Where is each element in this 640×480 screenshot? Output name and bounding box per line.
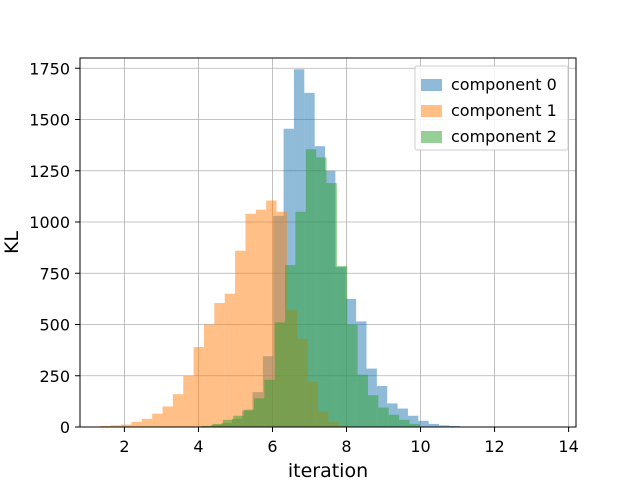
x-tick-label: 10 <box>410 437 430 456</box>
histogram-bar <box>131 421 142 427</box>
histogram-bar <box>316 157 327 428</box>
legend-swatch <box>421 131 442 143</box>
y-tick-label: 1000 <box>29 213 70 232</box>
histogram-bar <box>397 408 408 427</box>
histogram-bar <box>222 419 234 427</box>
histogram-bar <box>204 324 215 427</box>
histogram-bar <box>202 425 213 427</box>
histogram-bar <box>110 425 122 427</box>
histogram-bar <box>336 266 348 427</box>
histogram-bar <box>162 406 173 427</box>
histogram-bar <box>253 398 265 427</box>
y-tick-label: 1250 <box>29 162 70 181</box>
x-tick-label: 8 <box>341 437 351 456</box>
histogram-bar <box>141 418 153 427</box>
histogram-bar <box>378 407 389 427</box>
y-tick-label: 750 <box>39 264 70 283</box>
histogram-bar <box>214 302 225 427</box>
histogram-bar <box>418 420 429 427</box>
histogram-bar <box>285 265 296 427</box>
histogram-bar <box>305 149 317 427</box>
histogram-bar <box>367 395 379 427</box>
y-axis-ticks: 0 250 500 750 1000 1250 1500 1750 <box>29 59 80 437</box>
histogram-bar <box>388 414 400 427</box>
histogram-bar <box>233 415 244 427</box>
plot-frame <box>79 57 577 428</box>
histogram-bar <box>276 211 287 427</box>
histogram-bar <box>212 423 223 427</box>
y-tick-label: 250 <box>39 367 70 386</box>
histogram-bar <box>376 386 388 427</box>
histogram-bar <box>407 415 419 427</box>
histogram-bar <box>152 413 163 427</box>
histogram-bar <box>193 347 204 427</box>
x-tick-label: 6 <box>267 437 277 456</box>
legend-label: component 0 <box>451 75 557 94</box>
legend-label: component 1 <box>451 101 557 120</box>
histogram-bar <box>243 409 254 427</box>
histogram-bar <box>399 419 410 427</box>
legend-box <box>414 65 569 151</box>
x-tick-label: 12 <box>484 437 504 456</box>
histogram-bar <box>347 324 358 427</box>
histogram-bar <box>266 200 277 427</box>
legend-swatch <box>421 79 442 91</box>
histogram-bar <box>449 425 460 427</box>
histogram-bar <box>428 423 440 427</box>
histogram-bar <box>235 250 246 427</box>
legend-swatch <box>421 105 442 117</box>
y-tick-label: 1500 <box>29 111 70 130</box>
x-tick-label: 2 <box>119 437 129 456</box>
x-tick-label: 14 <box>558 437 578 456</box>
x-axis-ticks: 2 4 6 8 10 12 14 <box>119 427 579 456</box>
y-tick-label: 0 <box>60 418 70 437</box>
histogram-bar <box>172 394 184 427</box>
legend-label: component 2 <box>451 127 557 146</box>
histogram-bar <box>121 424 132 427</box>
histogram-bar <box>326 183 337 427</box>
y-tick-label: 1750 <box>29 59 70 78</box>
histogram-bar <box>274 322 286 427</box>
histogram-bars <box>100 69 471 428</box>
series-2-bars <box>202 149 420 428</box>
histogram-bar <box>245 213 256 427</box>
histogram-bar <box>183 375 194 427</box>
x-tick-label: 4 <box>193 437 203 456</box>
histogram-bar <box>224 293 236 427</box>
histogram-bar <box>100 425 111 427</box>
y-axis-label: KL <box>1 231 23 254</box>
histogram-bar <box>356 321 367 427</box>
legend: component 0 component 1 component 2 <box>414 65 569 151</box>
x-axis-label: iteration <box>288 460 368 480</box>
histogram-bar <box>357 374 368 427</box>
histogram-bar <box>264 379 275 427</box>
histogram-bar <box>409 423 420 427</box>
histogram-bar <box>255 209 267 427</box>
histogram-bar <box>439 425 450 427</box>
histogram-bar <box>295 211 306 427</box>
y-tick-label: 500 <box>39 316 70 335</box>
